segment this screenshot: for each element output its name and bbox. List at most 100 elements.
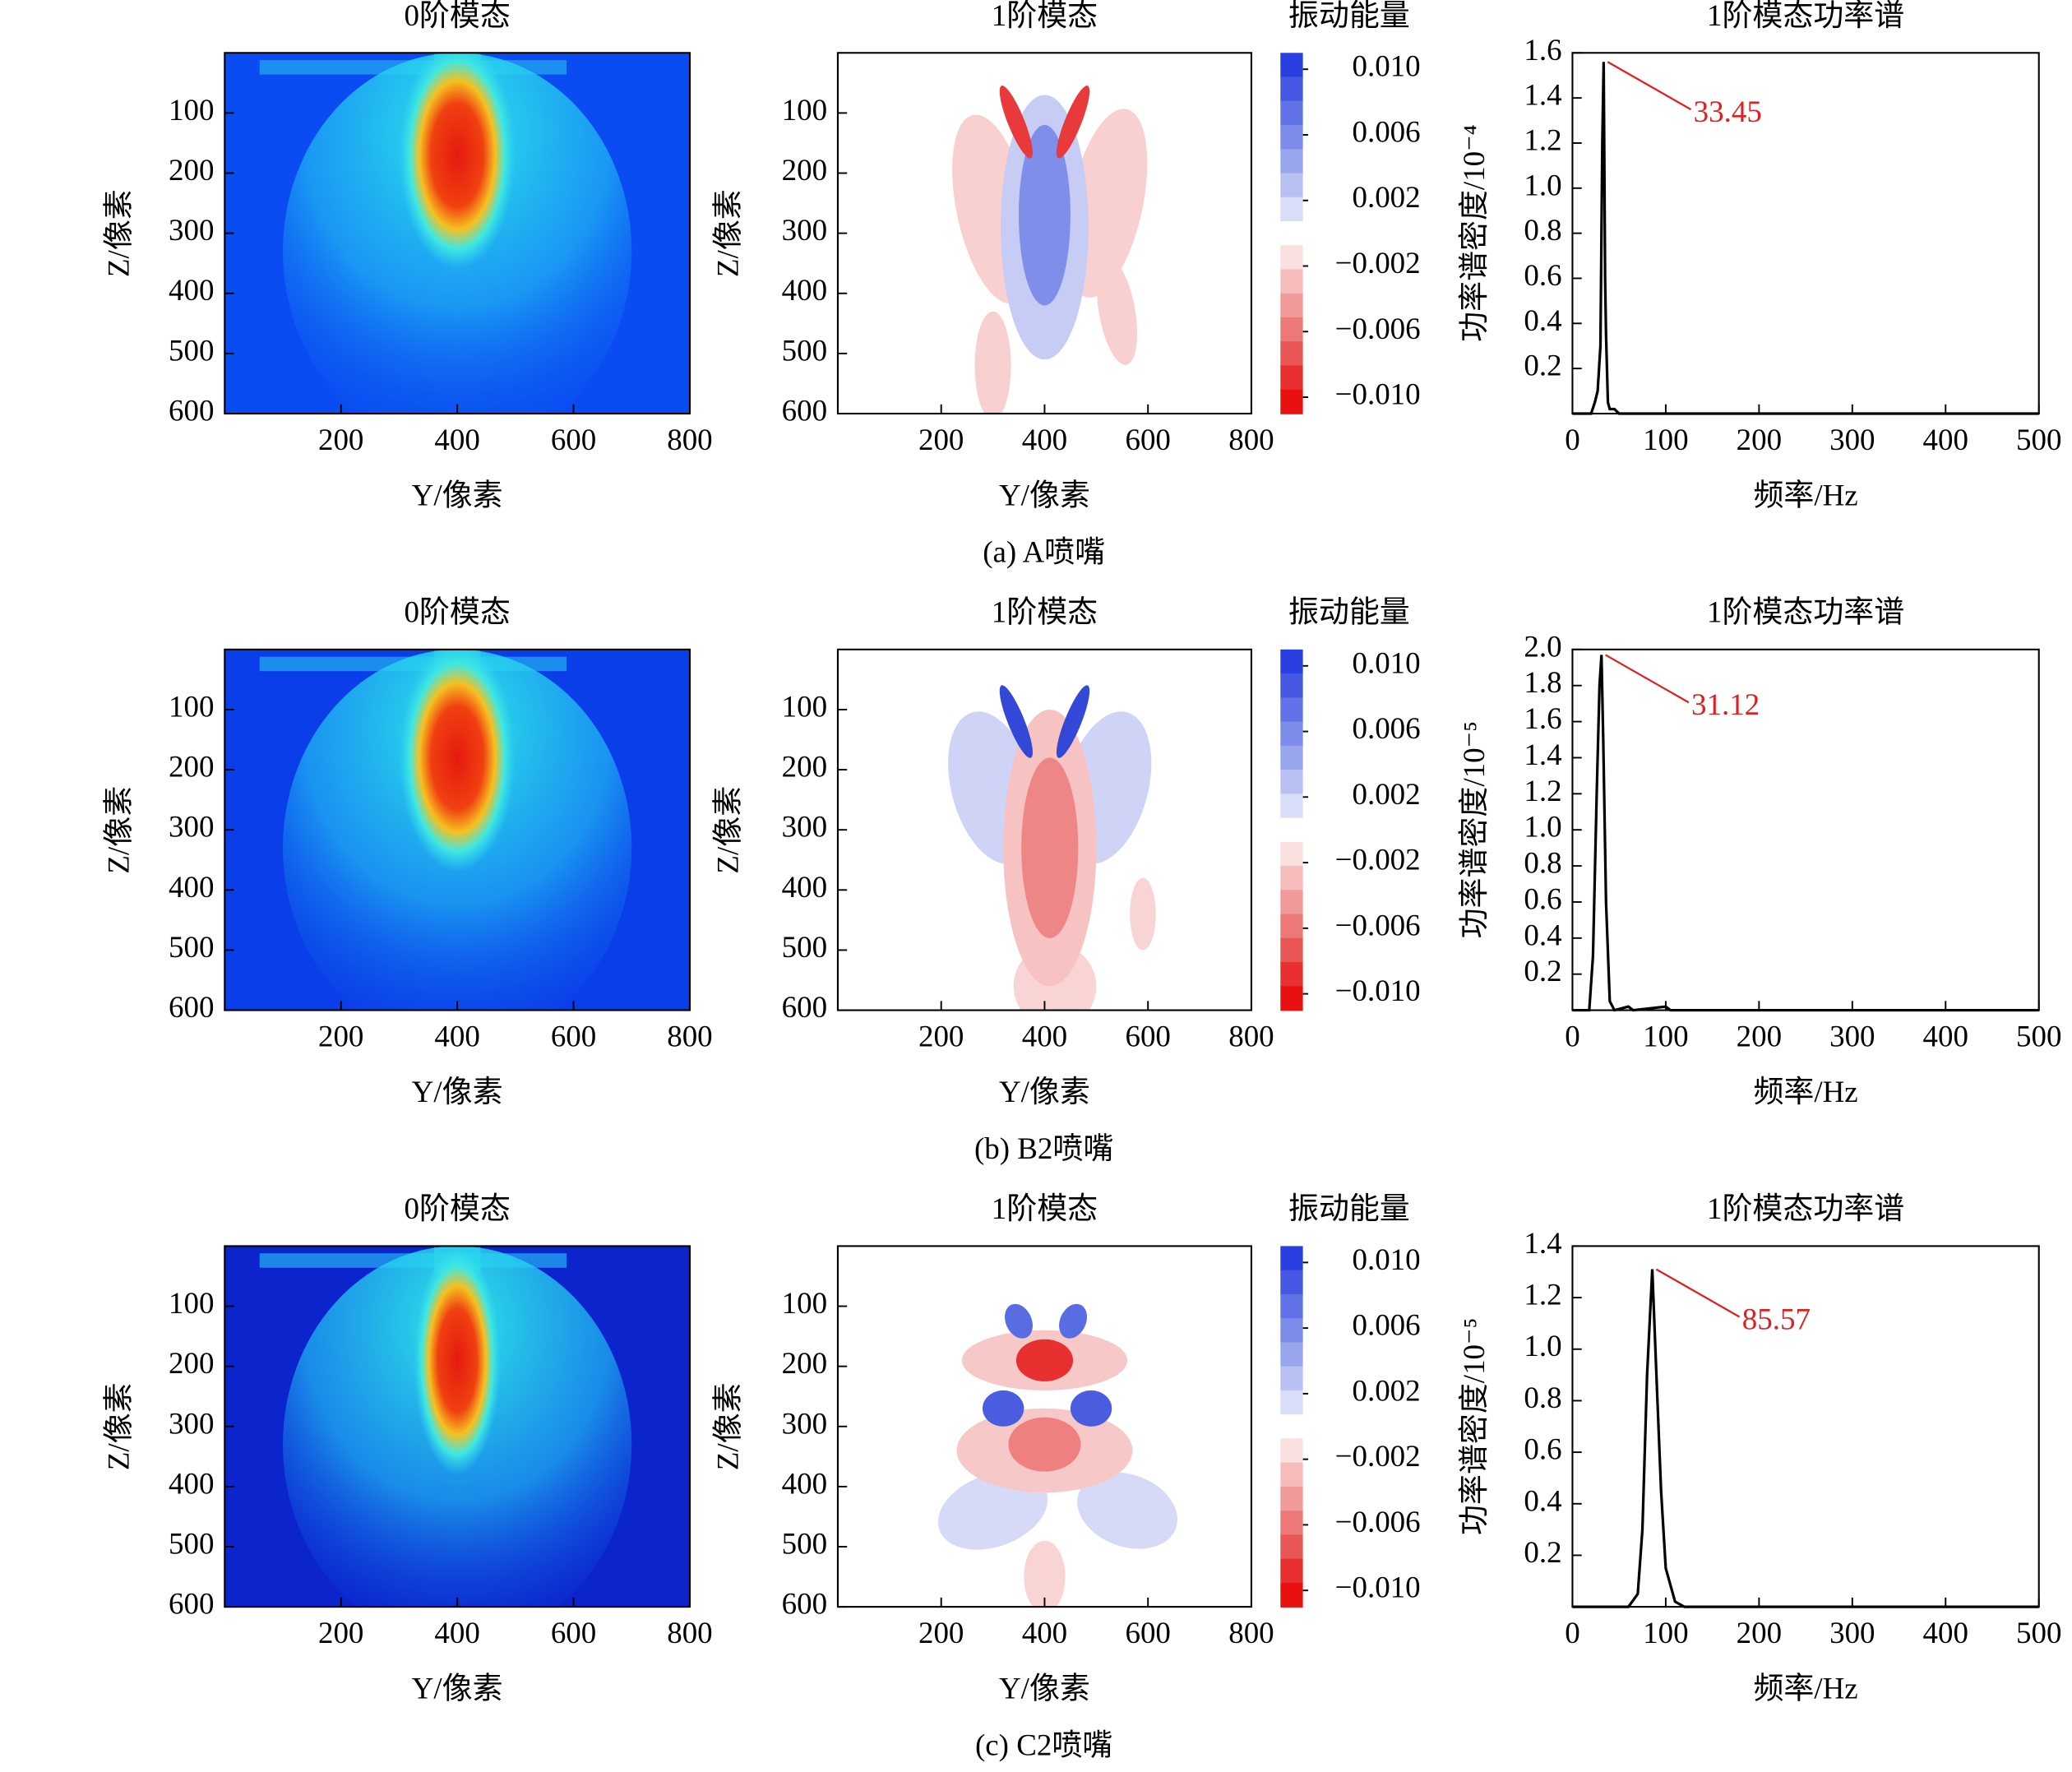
- x-tick-label: 400: [1022, 1019, 1067, 1053]
- y-tick-label: 500: [169, 930, 214, 964]
- colorbar-band: [1280, 1511, 1303, 1536]
- y-tick-label: 300: [782, 810, 827, 844]
- x-tick-label: 800: [667, 1616, 712, 1649]
- colorbar-band: [1280, 221, 1303, 247]
- x-tick-label: 500: [2016, 1616, 2061, 1649]
- panel-title: 1阶模态: [992, 595, 1098, 629]
- colorbar-tick-label: 0.006: [1352, 114, 1420, 148]
- jet-core: [399, 53, 516, 270]
- x-tick-label: 0: [1565, 1616, 1579, 1649]
- colorbar-band: [1280, 770, 1303, 795]
- annotation-label: 33.45: [1694, 95, 1762, 128]
- x-tick-label: 600: [551, 1616, 596, 1649]
- y-tick-label: 300: [169, 810, 214, 844]
- y-tick-label: 100: [169, 93, 214, 127]
- x-tick-label: 800: [667, 1019, 712, 1053]
- colorbar-band: [1280, 197, 1303, 222]
- mode-region: [982, 1390, 1024, 1427]
- colorbar-band: [1280, 1582, 1303, 1608]
- colorbar-band: [1280, 1462, 1303, 1487]
- y-tick-label: 500: [169, 333, 214, 367]
- annotation-leader: [1605, 654, 1690, 704]
- panel-title: 0阶模态: [404, 0, 510, 32]
- x-tick-label: 800: [1228, 423, 1274, 456]
- colorbar-band: [1280, 914, 1303, 939]
- colorbar-band: [1280, 673, 1303, 699]
- panel-title: 1阶模态功率谱: [1707, 595, 1904, 629]
- panel-title: 1阶模态功率谱: [1707, 1191, 1904, 1225]
- colorbar-band: [1280, 76, 1303, 102]
- annotation-label: 85.57: [1742, 1302, 1811, 1335]
- mode-region: [1005, 1303, 1034, 1339]
- y-tick-label: 100: [782, 1286, 827, 1320]
- colorbar-tick-label: 0.002: [1352, 1373, 1420, 1407]
- panel-title: 1阶模态: [992, 0, 1098, 32]
- y-tick-label: 0.8: [1524, 1381, 1561, 1414]
- y-tick-label: 1.8: [1524, 665, 1561, 699]
- y-tick-label: 300: [782, 213, 827, 247]
- y-tick-label: 1.2: [1524, 1278, 1561, 1312]
- x-tick-label: 600: [1125, 1616, 1170, 1649]
- colorbar-band: [1280, 269, 1303, 294]
- y-tick-label: 400: [169, 870, 214, 904]
- y-tick-label: 400: [782, 870, 827, 904]
- y-tick-label: 200: [782, 1346, 827, 1380]
- y-tick-label: 0.2: [1524, 349, 1561, 382]
- colorbar-band: [1280, 1318, 1303, 1344]
- colorbar-band: [1280, 937, 1303, 963]
- colorbar-title: 振动能量: [1288, 1191, 1410, 1225]
- mode-region: [999, 685, 1033, 758]
- colorbar-band: [1280, 1558, 1303, 1584]
- x-tick-label: 200: [918, 1616, 964, 1649]
- heatmap-image: [937, 1303, 1178, 1608]
- y-axis-label: Z/像素: [710, 189, 744, 277]
- y-tick-label: 0.6: [1524, 881, 1561, 915]
- mode-region: [974, 311, 1011, 414]
- colorbar-band: [1280, 173, 1303, 198]
- y-tick-label: 500: [169, 1526, 214, 1560]
- panel-title: 1阶模态: [992, 1191, 1098, 1225]
- heatmap-image: [224, 649, 690, 1011]
- mode-region: [1015, 1339, 1074, 1381]
- mode-region: [1077, 1472, 1178, 1549]
- colorbar-tick-label: 0.006: [1352, 711, 1420, 745]
- y-tick-label: 1.2: [1524, 774, 1561, 807]
- colorbar-tick-label: −0.002: [1335, 843, 1421, 877]
- x-tick-label: 400: [434, 1616, 479, 1649]
- heatmap-image: [224, 1246, 690, 1608]
- colorbar-tick-label: 0.002: [1352, 180, 1420, 214]
- x-tick-label: 200: [1737, 1616, 1782, 1649]
- y-tick-label: 100: [169, 689, 214, 723]
- x-tick-label: 400: [434, 1019, 479, 1053]
- colorbar-tick-label: 0.010: [1352, 1242, 1420, 1276]
- y-tick-label: 0.6: [1524, 258, 1561, 292]
- y-tick-label: 200: [169, 750, 214, 784]
- mode-region: [1021, 757, 1079, 938]
- colorbar-band: [1280, 53, 1303, 78]
- y-tick-label: 200: [782, 750, 827, 784]
- x-axis-label: Y/像素: [999, 1075, 1090, 1108]
- y-tick-label: 600: [169, 990, 214, 1024]
- y-axis-label: 功率谱密度/10⁻⁴: [1457, 124, 1491, 341]
- y-tick-label: 1.4: [1524, 78, 1561, 112]
- colorbar-band: [1280, 649, 1303, 674]
- x-tick-label: 600: [1125, 1019, 1170, 1053]
- x-tick-label: 100: [1643, 1616, 1688, 1649]
- y-tick-label: 500: [782, 1526, 827, 1560]
- colorbar-band: [1280, 1390, 1303, 1415]
- colorbar-title: 振动能量: [1288, 595, 1410, 629]
- x-tick-label: 400: [1022, 1616, 1067, 1649]
- colorbar-band: [1280, 721, 1303, 747]
- mode-region: [1056, 86, 1090, 159]
- heatmap-image: [948, 685, 1156, 1011]
- x-tick-label: 100: [1643, 423, 1688, 456]
- y-tick-label: 0.4: [1524, 918, 1561, 951]
- y-tick-label: 1.0: [1524, 168, 1561, 201]
- y-axis-label: Z/像素: [101, 786, 135, 874]
- y-tick-label: 300: [782, 1406, 827, 1440]
- colorbar-band: [1280, 793, 1303, 819]
- y-tick-label: 1.2: [1524, 123, 1561, 156]
- y-tick-label: 1.6: [1524, 701, 1561, 735]
- y-axis-label: Z/像素: [101, 189, 135, 277]
- caption: (c) C2喷嘴: [975, 1728, 1112, 1763]
